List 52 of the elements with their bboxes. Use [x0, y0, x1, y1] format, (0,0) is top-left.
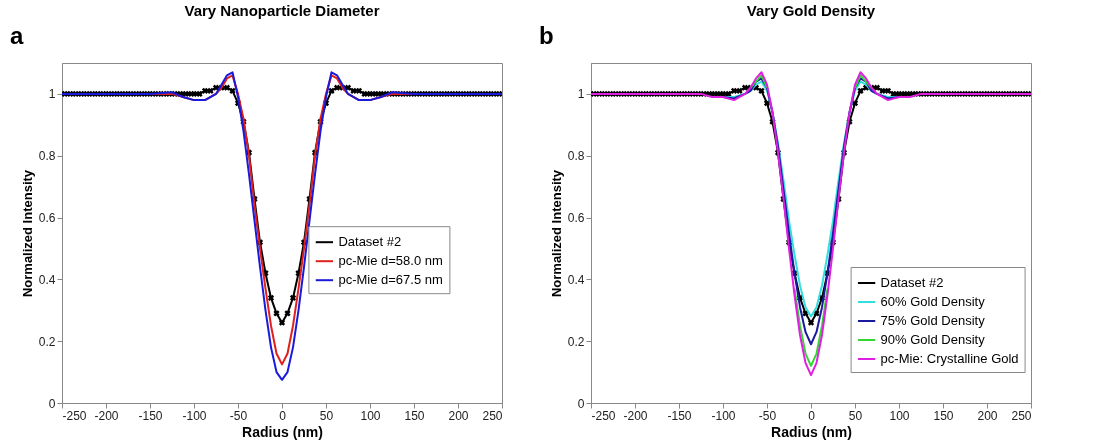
legend-label: 75% Gold Density	[880, 313, 986, 328]
y-axis-title: Normalized Intensity	[19, 169, 35, 298]
x-axis-title: Radius (nm)	[771, 423, 852, 440]
y-tick-label: 0	[48, 396, 56, 411]
y-tick-label: 0.6	[567, 211, 585, 226]
x-tick-label: -150	[138, 408, 163, 423]
x-tick-label: 150	[933, 408, 954, 423]
y-tick-label: 0.4	[38, 272, 56, 287]
y-axis-title: Normalized Intensity	[548, 169, 564, 298]
x-tick-label: -250	[62, 408, 87, 423]
chart-title: Vary Gold Density	[746, 2, 876, 19]
x-tick-label: 150	[404, 408, 425, 423]
x-tick-label: 250	[1011, 408, 1032, 423]
legend-label: Dataset #2	[338, 234, 402, 250]
x-tick-label: -200	[94, 408, 119, 423]
legend-label: Dataset #2	[880, 275, 944, 290]
y-tick-label: 1	[48, 87, 56, 102]
text: a	[10, 22, 24, 49]
x-tick-label: 100	[360, 408, 381, 423]
x-tick-label: -50	[229, 408, 248, 423]
legend-label: 60% Gold Density	[880, 294, 986, 309]
x-tick-label: 200	[977, 408, 998, 423]
x-tick-label: 50	[319, 408, 334, 423]
y-tick-label: 1	[577, 87, 585, 102]
x-axis-title: Radius (nm)	[242, 423, 323, 440]
y-tick-label: 0	[577, 396, 585, 411]
x-tick-label: -150	[667, 408, 692, 423]
x-tick-label: -200	[623, 408, 648, 423]
chart-title: Vary Nanoparticle Diameter	[184, 2, 380, 19]
y-tick-label: 0.6	[38, 211, 56, 226]
y-tick-label: 0.2	[38, 334, 56, 349]
y-tick-label: 0.8	[38, 149, 56, 164]
x-tick-label: 0	[279, 408, 287, 423]
x-tick-label: -50	[758, 408, 777, 423]
x-tick-label: 200	[448, 408, 469, 423]
legend-label: pc-Mie: Crystalline Gold	[880, 351, 1019, 366]
x-tick-label: 250	[482, 408, 503, 423]
x-tick-label: -250	[591, 408, 616, 423]
x-tick-label: 100	[889, 408, 910, 423]
legend-label: pc-Mie d=67.5 nm	[338, 272, 443, 288]
x-tick-label: -100	[711, 408, 736, 423]
line-series	[591, 71, 1031, 377]
y-tick-label: 0.2	[567, 334, 585, 349]
x-tick-label: -100	[182, 408, 207, 423]
text: b	[539, 22, 554, 49]
y-tick-label: 0.8	[567, 149, 585, 164]
y-tick-label: 0.4	[567, 272, 585, 287]
legend-label: pc-Mie d=58.0 nm	[338, 253, 443, 269]
line-series	[62, 71, 502, 381]
x-tick-label: 50	[848, 408, 863, 423]
x-tick-label: 0	[808, 408, 816, 423]
legend-label: 90% Gold Density	[880, 332, 986, 347]
